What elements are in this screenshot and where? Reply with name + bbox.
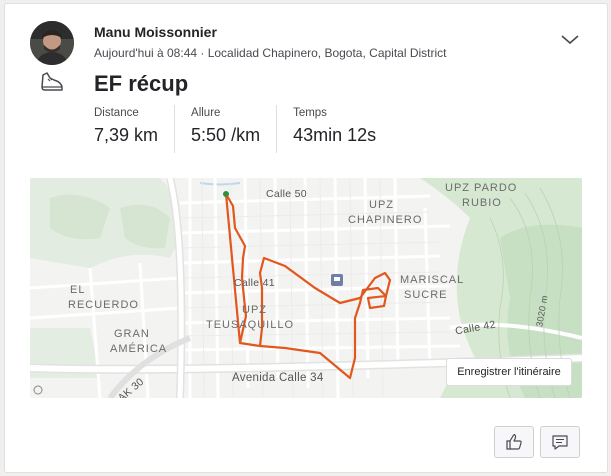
stats-row: Distance 7,39 km Allure 5:50 /km Temps 4…: [94, 105, 392, 153]
road-label: Calle 41: [234, 277, 275, 289]
map-label: RUBIO: [462, 197, 502, 209]
road-label: Avenida Calle 34: [232, 372, 324, 384]
stat-value: 7,39 km: [94, 125, 159, 145]
kudos-button[interactable]: [494, 426, 534, 458]
map-label: MARISCAL: [400, 274, 465, 286]
map-label: SUCRE: [404, 289, 448, 301]
stat-value: 43min 12s: [293, 125, 377, 145]
route-line: [224, 192, 392, 380]
map-label: RECUERDO: [68, 299, 139, 311]
stat-distance: Distance 7,39 km: [94, 105, 174, 153]
map-label: CHAPINERO: [348, 214, 423, 226]
map-label: GRAN: [114, 328, 150, 340]
stat-label: Allure: [191, 107, 221, 119]
chevron-down-icon[interactable]: [559, 31, 581, 47]
map-label: AMÉRICA: [110, 343, 168, 355]
stat-time: Temps 43min 12s: [276, 105, 392, 153]
thumbs-up-icon: [506, 434, 522, 450]
stat-pace: Allure 5:50 /km: [174, 105, 276, 153]
activity-card: Manu Moissonnier Aujourd'hui à 08:44 · L…: [4, 3, 608, 473]
running-shoe-icon: [38, 71, 66, 95]
comment-button[interactable]: [540, 426, 580, 458]
activity-map[interactable]: UPZ PARDO RUBIO UPZ CHAPINERO EL RECUERD…: [30, 178, 582, 398]
avatar[interactable]: [30, 21, 74, 65]
stat-value: 5:50 /km: [191, 125, 261, 145]
activity-meta: Aujourd'hui à 08:44 · Localidad Chapiner…: [94, 46, 447, 60]
stat-label: Distance: [94, 107, 139, 119]
comment-icon: [552, 435, 568, 450]
map-label: UPZ PARDO: [445, 182, 518, 194]
map-canvas: [30, 178, 582, 398]
map-label: EL: [70, 284, 86, 296]
map-label: UPZ: [369, 199, 394, 211]
stat-label: Temps: [293, 107, 327, 119]
save-route-button[interactable]: Enregistrer l'itinéraire: [446, 358, 572, 386]
road-label: Calle 50: [266, 188, 307, 200]
map-label: UPZ: [242, 304, 267, 316]
activity-title[interactable]: EF récup: [94, 71, 189, 96]
athlete-name[interactable]: Manu Moissonnier: [94, 24, 217, 40]
map-label: TEUSAQUILLO: [206, 319, 295, 331]
